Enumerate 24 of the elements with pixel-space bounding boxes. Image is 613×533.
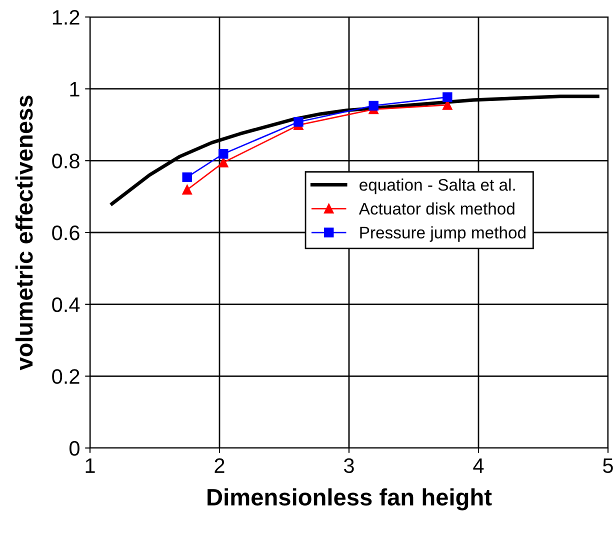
legend-label: Actuator disk method [358, 202, 514, 215]
point [182, 172, 192, 182]
y-tick-label: 0.6 [52, 226, 80, 240]
x-tick-label: 3 [344, 458, 354, 474]
y-axis-title: volumetric effectiveness [15, 96, 33, 370]
y-tick-label: 0.8 [52, 154, 80, 168]
x-axis-title: Dimensionless fan height [208, 488, 492, 510]
y-tick-label: 1 [70, 82, 80, 96]
point [294, 117, 304, 127]
point [182, 184, 192, 195]
x-tick-label: 5 [603, 458, 613, 474]
y-tick-label: 0.4 [52, 297, 80, 312]
x-tick-label: 1 [86, 458, 95, 473]
point [442, 92, 452, 102]
legend-label: equation - Salta et al. [360, 178, 515, 194]
point [218, 148, 228, 159]
x-tick-label: 2 [214, 458, 224, 473]
point [218, 158, 228, 168]
y-tick-label: 0.2 [52, 369, 80, 384]
x-tick-label: 4 [473, 458, 484, 473]
y-tick-label: 1.2 [52, 10, 80, 25]
legend-label: Pressure jump method [360, 226, 526, 242]
y-tick-label: 0 [70, 441, 80, 456]
point [368, 100, 378, 111]
